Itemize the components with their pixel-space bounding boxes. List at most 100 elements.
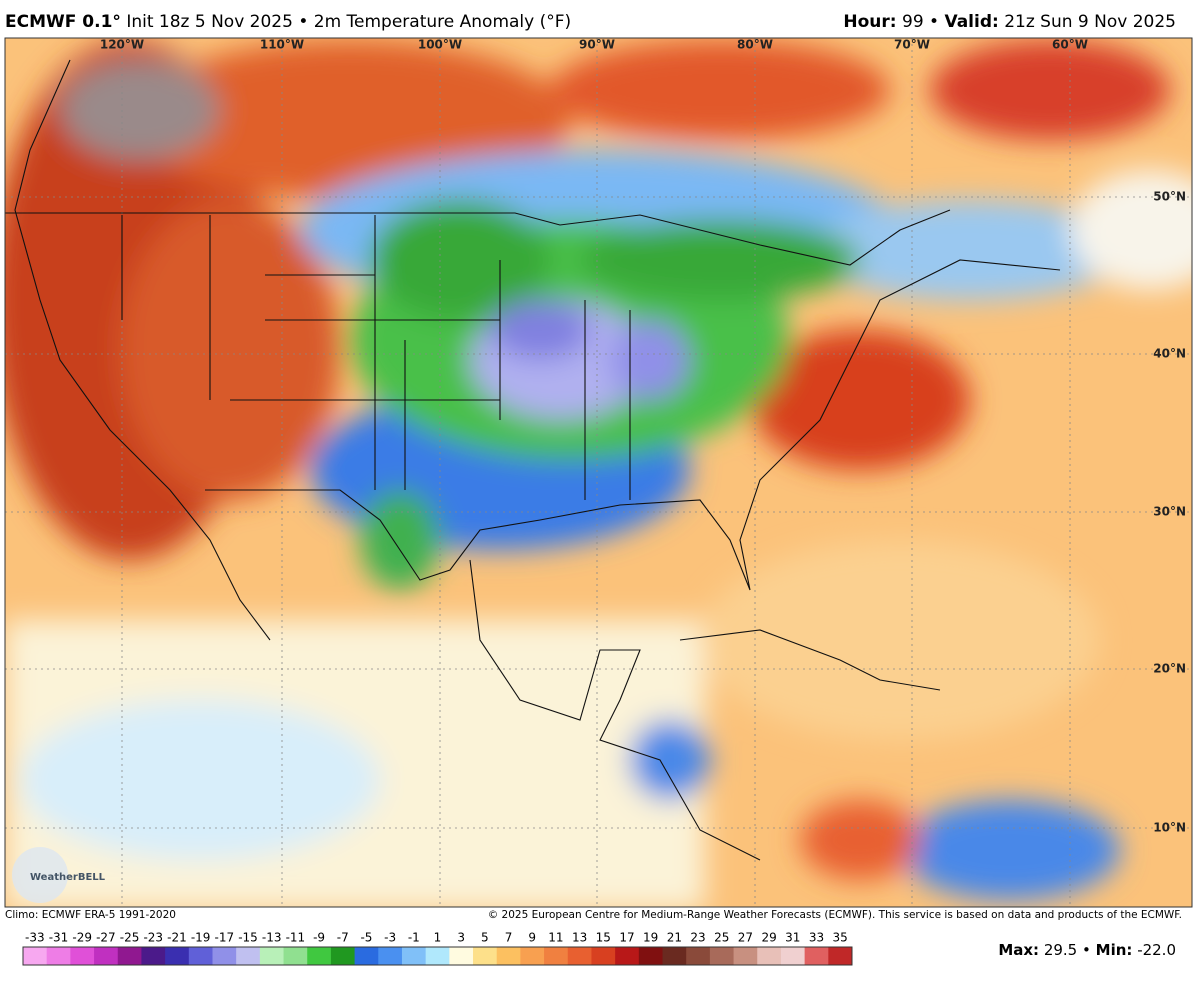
longitude-label: 100°W [418,38,462,52]
colorbar-segment [473,947,498,965]
latitude-label: 20°N [1153,662,1186,676]
colorbar-segment [567,947,592,965]
longitude-label: 110°W [260,38,304,52]
min: -22.0 [1137,941,1176,959]
colorbar-label: -19 [191,931,211,945]
latitude-label: 40°N [1153,347,1186,361]
colorbar-segment [70,947,95,965]
colorbar-segment [804,947,829,965]
climo: Climo: ECMWF ERA-5 1991-2020 [5,909,176,921]
colorbar-segment [544,947,569,965]
colorbar-segment [307,947,332,965]
colorbar-label: 19 [643,931,658,945]
colorbar-label: 5 [481,931,489,945]
colorbar-label: -31 [49,931,69,945]
colorbar-label: -1 [408,931,420,945]
product: 2m Temperature Anomaly (°F) [314,12,571,32]
colorbar-segment [378,947,403,965]
colorbar-segment [283,947,308,965]
colorbar-label: -9 [313,931,325,945]
latitude-label: 30°N [1153,505,1186,519]
colorbar-segment [23,947,48,965]
colorbar-segment [496,947,521,965]
colorbar-segment [236,947,261,965]
colorbar-segment [520,947,545,965]
colorbar-label: 1 [434,931,442,945]
colorbar-label: 33 [809,931,824,945]
colorbar-label: -21 [167,931,187,945]
colorbar-segment [259,947,285,965]
max-label: Max: [998,941,1039,959]
colorbar-segment [615,947,640,965]
init: Init 18z 5 Nov 2025 [126,12,293,32]
colorbar-label: 21 [667,931,682,945]
colorbar-label: -25 [120,931,140,945]
colorbar-segment [828,947,853,965]
hour-label: Hour: [843,12,896,32]
colorbar-segment [94,947,119,965]
colorbar-label: -33 [25,931,45,945]
colorbar-label: 27 [738,931,753,945]
valid-label: Valid: [944,12,998,32]
colorbar-label: 23 [690,931,705,945]
latitude-label: 50°N [1153,190,1186,204]
colorbar-segment [709,947,735,965]
valid: 21z Sun 9 Nov 2025 [1004,12,1176,32]
logo: WeatherBELL [30,872,106,883]
colorbar-segment [188,947,213,965]
colorbar-segment [638,947,664,965]
separator: • [1082,941,1091,959]
colorbar-label: -17 [215,931,235,945]
separator: • [298,12,308,32]
colorbar-label: -11 [286,931,306,945]
colorbar-label: -15 [238,931,258,945]
longitude-label: 70°W [894,38,930,52]
longitude-label: 80°W [737,38,773,52]
longitude-label: 60°W [1052,38,1088,52]
colorbar-label: 35 [833,931,848,945]
min-label: Min: [1096,941,1133,959]
colorbar-segment [733,947,758,965]
colorbar-label: -5 [360,931,372,945]
colorbar-label: -27 [96,931,116,945]
colorbar-segment [141,947,166,965]
colorbar-label: -29 [72,931,92,945]
colorbar-label: -7 [337,931,349,945]
colorbar-segment [401,947,427,965]
colorbar-label: 17 [619,931,634,945]
colorbar-segment [330,947,356,965]
colorbar-segment [117,947,142,965]
stats: Max: 29.5 • Min: -22.0 [998,941,1176,959]
longitude-label: 120°W [100,38,144,52]
colorbar-segment [662,947,687,965]
colorbar-label: 13 [572,931,587,945]
colorbar-segment [165,947,190,965]
copyright: © 2025 European Centre for Medium-Range … [488,909,1182,921]
colorbar-label: 25 [714,931,729,945]
colorbar-label: -13 [262,931,282,945]
model: ECMWF 0.1° [5,12,121,32]
colorbar-label: 11 [548,931,563,945]
longitude-label: 90°W [579,38,615,52]
colorbar-label: -23 [143,931,163,945]
colorbar-segment [354,947,379,965]
valid-time: Hour: 99 • Valid: 21z Sun 9 Nov 2025 [843,12,1176,32]
colorbar-segment [757,947,782,965]
colorbar-label: 31 [785,931,800,945]
colorbar-segment [212,947,237,965]
colorbar-segment [780,947,806,965]
colorbar-label: 15 [596,931,611,945]
latitude-label: 10°N [1153,821,1186,835]
colorbar-segment [591,947,616,965]
colorbar-label: 7 [505,931,513,945]
colorbar-label: 29 [761,931,776,945]
max: 29.5 [1044,941,1077,959]
hour: 99 [902,12,924,32]
map-field [5,38,1192,907]
colorbar-segment [686,947,711,965]
colorbar-segment [425,947,450,965]
colorbar-label: -3 [384,931,396,945]
colorbar-frame [22,946,853,966]
separator: • [929,12,939,32]
